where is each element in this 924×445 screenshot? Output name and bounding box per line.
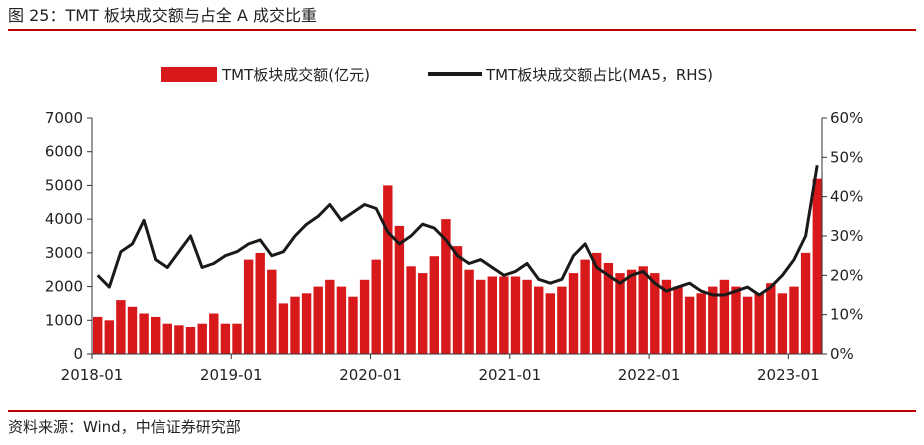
y-left-tick-2000: 2000 — [45, 278, 83, 296]
bar-2019-07 — [301, 293, 312, 354]
bar-2021-01 — [510, 276, 521, 354]
x-tick-2021-01: 2021-01 — [478, 366, 541, 384]
bar-2018-01 — [93, 316, 103, 354]
bar-2019-06 — [290, 296, 300, 354]
chart: TMT板块成交额(亿元) TMT板块成交额占比(MA5，RHS) 0 1000 20… — [45, 66, 864, 384]
y-right-tick-5: 50% — [830, 148, 863, 166]
bar-2020-04 — [406, 266, 416, 354]
bar-2019-01 — [232, 323, 242, 354]
bar-2018-05 — [139, 313, 149, 354]
bar-2019-08 — [313, 286, 323, 354]
y-left-tick-3000: 3000 — [45, 244, 83, 262]
bar-2020-07 — [441, 219, 451, 354]
bar-2022-11 — [766, 283, 776, 354]
y-left-tick-7000: 7000 — [45, 109, 83, 127]
y-left-tick-0: 0 — [73, 345, 83, 363]
figure-title: 图 25：TMT 板块成交额与占全 A 成交比重 — [8, 6, 318, 25]
y-left-tick-6000: 6000 — [45, 143, 83, 161]
bar-2022-03 — [673, 286, 683, 354]
bar-2022-09 — [742, 296, 753, 354]
bar-2022-08 — [731, 286, 741, 354]
bar-2021-05 — [557, 286, 567, 354]
bar-2018-11 — [209, 313, 219, 354]
y-right-tick-3: 30% — [830, 227, 863, 245]
bar-2021-03 — [534, 286, 544, 354]
bar-2021-12 — [638, 266, 648, 354]
bar-2019-09 — [325, 279, 335, 354]
x-tick-2020-01: 2020-01 — [339, 366, 402, 384]
bar-2021-06 — [568, 273, 579, 354]
bar-2019-10 — [336, 286, 347, 354]
y-right-tick-6: 60% — [830, 109, 863, 127]
axes: 0 1000 2000 3000 4000 5000 6000 7000 0% 10% 20% 30%… — [45, 109, 864, 384]
bar-2021-02 — [522, 279, 532, 354]
bar-2018-04 — [127, 306, 138, 354]
bar-2018-07 — [162, 323, 172, 354]
legend-bar-label: TMT板块成交额(亿元) — [221, 66, 370, 84]
bar-2019-12 — [359, 279, 370, 354]
legend-line-label: TMT板块成交额占比(MA5，RHS) — [485, 66, 713, 84]
bar-2020-05 — [418, 273, 428, 354]
bar-2019-02 — [243, 259, 254, 354]
bottom-rule — [8, 410, 916, 412]
bar-2021-07 — [580, 259, 590, 354]
x-tick-2018-01: 2018-01 — [61, 366, 124, 384]
share-line — [96, 164, 819, 297]
title-rule — [8, 29, 916, 31]
bar-2018-03 — [116, 300, 126, 354]
bar-2020-11 — [487, 276, 497, 354]
bar-2020-09 — [464, 269, 474, 354]
bar-2018-10 — [197, 323, 207, 354]
bar-2019-05 — [278, 303, 289, 354]
bar-2018-02 — [104, 320, 114, 354]
bar-2022-12 — [777, 293, 788, 354]
bar-2022-10 — [754, 293, 764, 354]
y-right-tick-0: 0% — [830, 345, 854, 363]
y-left-tick-4000: 4000 — [45, 210, 83, 228]
bar-2019-11 — [348, 296, 358, 354]
legend: TMT板块成交额(亿元) TMT板块成交额占比(MA5，RHS) — [161, 66, 713, 84]
bar-2022-01 — [650, 273, 660, 354]
bar-2018-06 — [151, 316, 161, 354]
bar-2019-04 — [267, 269, 277, 354]
bar-2020-06 — [429, 256, 439, 354]
x-tick-2023-01: 2023-01 — [757, 366, 820, 384]
bar-2021-08 — [592, 252, 602, 354]
bar-2018-09 — [185, 327, 196, 354]
bar-2018-08 — [174, 325, 184, 354]
y-left-tick-5000: 5000 — [45, 176, 83, 194]
bar-2022-02 — [661, 279, 672, 354]
bar-2021-04 — [545, 293, 555, 354]
bar-2020-03 — [394, 225, 405, 354]
legend-bar-swatch — [161, 67, 217, 82]
bar-2021-09 — [603, 263, 614, 354]
y-right-tick-1: 10% — [830, 306, 863, 324]
bar-series — [93, 178, 822, 354]
bar-2020-02 — [383, 185, 393, 354]
x-tick-2019-01: 2019-01 — [200, 366, 263, 384]
y-right-tick-4: 40% — [830, 188, 863, 206]
bar-2021-10 — [615, 273, 625, 354]
source-note: 资料来源：Wind，中信证券研究部 — [8, 418, 241, 436]
bar-2022-04 — [684, 296, 695, 354]
bar-2022-06 — [708, 286, 718, 354]
bar-2023-02 — [800, 252, 811, 354]
bar-2020-12 — [499, 276, 509, 354]
bar-2022-05 — [696, 293, 706, 354]
y-right-tick-2: 20% — [830, 266, 863, 284]
bar-2020-08 — [452, 246, 463, 354]
bar-2021-11 — [626, 269, 637, 354]
bar-2018-12 — [220, 323, 231, 354]
bar-2023-03 — [812, 178, 822, 354]
bar-2022-07 — [719, 279, 730, 354]
bar-2020-01 — [371, 259, 381, 354]
bar-2019-03 — [255, 252, 265, 354]
bar-2020-10 — [476, 279, 486, 354]
bar-2023-01 — [789, 286, 799, 354]
y-left-tick-1000: 1000 — [45, 311, 83, 329]
x-tick-2022-01: 2022-01 — [618, 366, 681, 384]
